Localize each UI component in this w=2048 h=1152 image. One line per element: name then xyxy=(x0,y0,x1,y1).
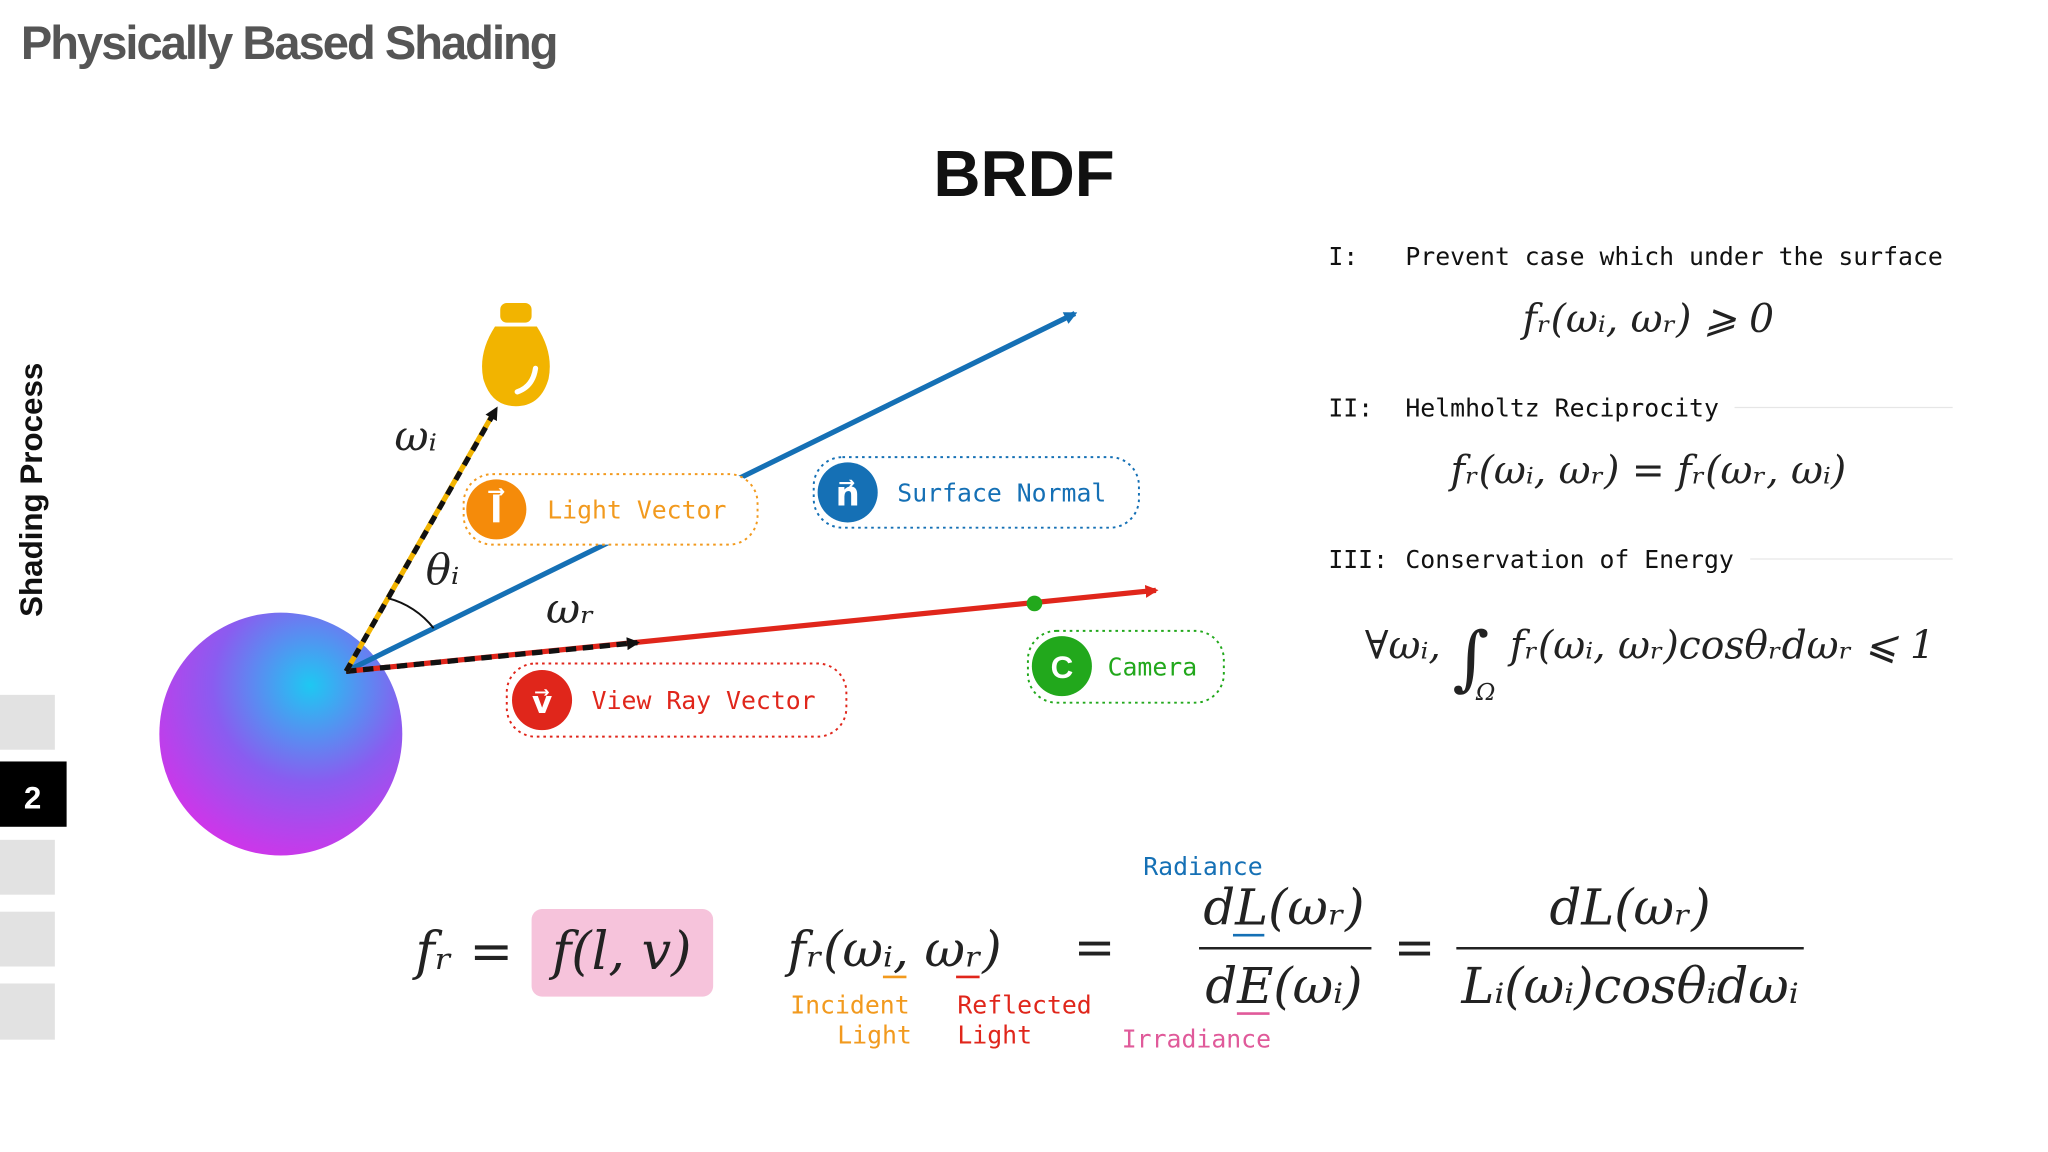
label-icon: C xyxy=(1051,650,1074,685)
reflected-label: Light xyxy=(957,1021,1032,1050)
incident-label: Incident xyxy=(790,991,909,1020)
eq-denominator: dE(ωᵢ) xyxy=(1205,957,1362,1015)
omega-r: ωᵣ xyxy=(546,584,595,633)
eq-highlight: f(l, v) xyxy=(548,922,692,982)
eq-equals: = xyxy=(1394,918,1436,976)
nav-tab[interactable] xyxy=(0,839,55,895)
reflected-label: Reflected xyxy=(957,991,1091,1020)
label-view: v⃗ View Ray Vector xyxy=(505,662,848,738)
integral-sign: ∫ xyxy=(1452,617,1489,699)
section-label: Shading Process xyxy=(14,363,49,617)
eq-denominator: Lᵢ(ωᵢ)cosθᵢdωᵢ xyxy=(1460,957,1798,1015)
omega-i: ωᵢ xyxy=(394,412,436,461)
property-formula: fᵣ(ωᵢ, ωᵣ) ⩾ 0 xyxy=(1520,297,1775,342)
camera-dot xyxy=(1026,595,1043,612)
nav-tab[interactable] xyxy=(0,694,55,750)
label-text: Surface Normal xyxy=(897,479,1106,508)
light-bulb xyxy=(482,303,550,407)
slide-title: BRDF xyxy=(933,137,1114,210)
eq-lhs: fᵣ = xyxy=(411,922,513,982)
radiance-label: Radiance xyxy=(1143,852,1262,881)
irradiance-label: Irradiance xyxy=(1122,1025,1271,1054)
header-title: Physically Based Shading xyxy=(21,16,557,69)
property-name: Conservation of Energy xyxy=(1405,545,1733,574)
label-text: View Ray Vector xyxy=(592,686,816,715)
page-number: 2 xyxy=(24,780,41,815)
nav-tab[interactable] xyxy=(0,911,55,967)
angle-arc xyxy=(387,597,435,629)
label-light: l⃗ Light Vector xyxy=(462,473,759,546)
label-icon: n⃗ xyxy=(836,475,860,513)
formula-prefix: ∀ωᵢ, xyxy=(1365,623,1441,668)
property-name: Helmholtz Reciprocity xyxy=(1405,394,1719,423)
label-icon: v⃗ xyxy=(532,685,552,720)
view-dashed xyxy=(345,637,640,674)
property-number: III: xyxy=(1328,545,1388,574)
label-camera: C Camera xyxy=(1026,629,1225,704)
eq-equals: = xyxy=(1074,918,1116,976)
incident-label: Light xyxy=(837,1021,912,1050)
property-number: I: xyxy=(1328,242,1358,271)
light-arrow-base xyxy=(343,411,496,673)
surface-sphere xyxy=(159,612,403,856)
eq-numerator: dL(ωᵣ) xyxy=(1203,879,1364,937)
eq-brdf: fᵣ(ωᵢ, ωᵣ) xyxy=(784,921,1002,979)
theta-i: θᵢ xyxy=(426,545,460,594)
nav-tab[interactable] xyxy=(0,983,55,1040)
integral-domain: Ω xyxy=(1475,678,1495,706)
label-normal: n⃗ Surface Normal xyxy=(812,456,1140,529)
label-icon: l⃗ xyxy=(488,488,506,531)
highlight-box xyxy=(531,909,714,997)
label-text: Camera xyxy=(1108,652,1198,681)
property-number: II: xyxy=(1328,394,1373,423)
view-arrow xyxy=(345,584,1159,674)
property-name: Prevent case which under the surface xyxy=(1405,242,1942,271)
property-formula: fᵣ(ωᵢ, ωᵣ)cosθᵣdωᵣ ⩽ 1 xyxy=(1507,623,1935,668)
nav-tab-active[interactable] xyxy=(0,761,67,827)
eq-numerator: dL(ωᵣ) xyxy=(1549,879,1710,937)
property-formula: fᵣ(ωᵢ, ωᵣ) = fᵣ(ωᵣ, ωᵢ) xyxy=(1448,448,1847,493)
label-text: Light Vector xyxy=(547,496,726,525)
